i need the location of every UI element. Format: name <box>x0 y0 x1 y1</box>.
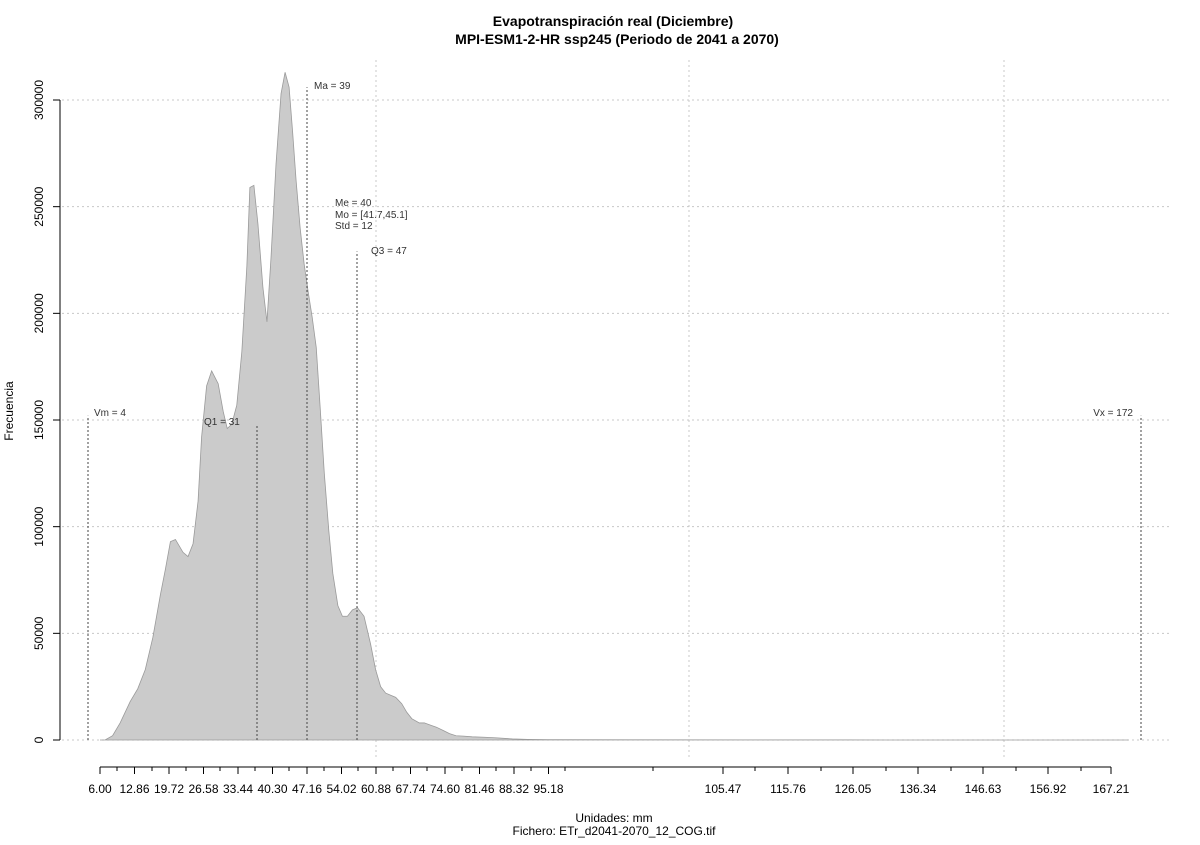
y-tick-label: 0 <box>32 736 46 743</box>
x-tick-label: 81.46 <box>464 782 494 796</box>
y-tick-label: 300000 <box>32 80 46 120</box>
x-tick-label: 60.88 <box>361 782 391 796</box>
x-tick-label: 26.58 <box>188 782 218 796</box>
footer-filename: Fichero: ETr_d2041-2070_12_COG.tif <box>513 824 717 838</box>
stat-label-vx: Vx = 172 <box>1093 408 1133 419</box>
x-axis-title: Unidades: mm <box>575 811 652 825</box>
grid-layer <box>62 60 1170 760</box>
frequency-area <box>100 72 1129 741</box>
x-tick-label: 146.63 <box>965 782 1002 796</box>
x-tick-label: 40.30 <box>257 782 287 796</box>
x-tick-label: 47.16 <box>292 782 322 796</box>
y-tick-label: 200000 <box>32 293 46 333</box>
x-tick-label: 54.02 <box>326 782 356 796</box>
y-axis-title: Frecuencia <box>2 381 16 441</box>
x-tick-label: 74.60 <box>430 782 460 796</box>
area-layer <box>100 72 1129 741</box>
x-tick-label: 126.05 <box>835 782 872 796</box>
x-tick-label: 167.21 <box>1093 782 1130 796</box>
stat-label-q1: Q1 = 31 <box>204 417 240 428</box>
x-tick-label: 136.34 <box>900 782 937 796</box>
x-tick-label: 115.76 <box>770 782 806 796</box>
x-tick-label: 67.74 <box>395 782 425 796</box>
stat-label-std: Std = 12 <box>335 221 373 232</box>
y-tick-label: 250000 <box>32 186 46 226</box>
stat-label-ma: Ma = 39 <box>314 81 351 92</box>
x-tick-label: 6.00 <box>88 782 112 796</box>
x-tick-label: 19.72 <box>154 782 184 796</box>
x-tick-label: 12.86 <box>119 782 149 796</box>
x-tick-label: 88.32 <box>499 782 529 796</box>
ticks-layer: 0 50000 100000 150000 200000 250000 300000 6.00… <box>32 80 1130 796</box>
stat-label-q3: Q3 = 47 <box>371 246 407 257</box>
labels-layer: Evapotranspiración real (Diciembre) MPI-… <box>2 13 779 838</box>
x-tick-label: 105.47 <box>705 782 742 796</box>
x-tick-label: 95.18 <box>533 782 563 796</box>
y-tick-label: 100000 <box>32 506 46 546</box>
chart-title: Evapotranspiración real (Diciembre) <box>493 13 733 29</box>
stat-label-me: Me = 40 <box>335 198 372 209</box>
stat-label-mo: Mo = [41.7,45.1] <box>335 210 408 221</box>
y-tick-label: 150000 <box>32 400 46 440</box>
y-tick-label: 50000 <box>32 616 46 650</box>
stat-label-vm: Vm = 4 <box>94 408 126 419</box>
chart-subtitle: MPI-ESM1-2-HR ssp245 (Periodo de 2041 a … <box>455 31 779 47</box>
x-tick-label: 156.92 <box>1030 782 1067 796</box>
x-tick-label: 33.44 <box>223 782 253 796</box>
